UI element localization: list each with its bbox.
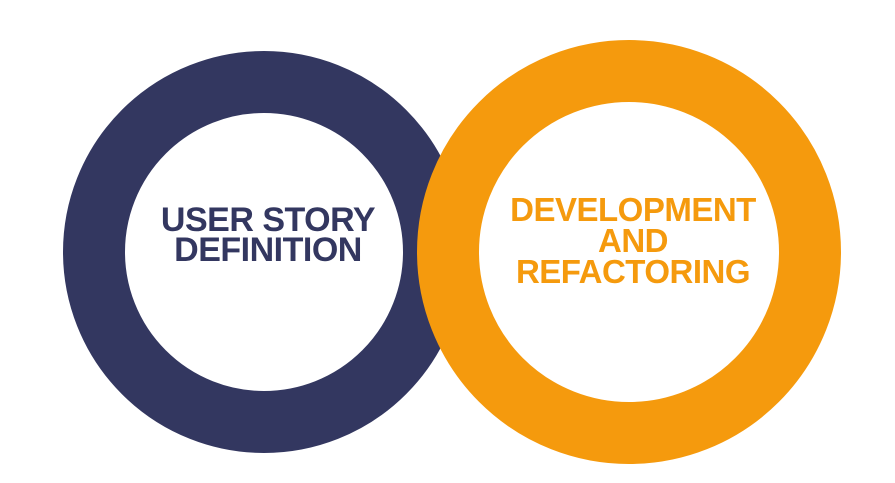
label-line: USER STORY xyxy=(160,201,376,239)
user-story-definition-label: USER STORY DEFINITION xyxy=(150,195,386,275)
label-line: REFACTORING xyxy=(515,252,751,290)
label-line: AND xyxy=(597,221,668,259)
development-and-refactoring-label: DEVELOPMENT AND REFACTORING xyxy=(490,190,776,290)
label-line: DEFINITION xyxy=(174,231,362,269)
development-ring xyxy=(417,40,841,464)
label-line: DEVELOPMENT xyxy=(510,190,756,228)
